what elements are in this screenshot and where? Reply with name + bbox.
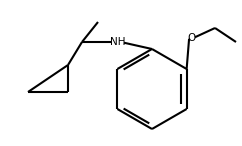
Text: NH: NH: [110, 37, 126, 47]
Text: O: O: [188, 33, 196, 43]
